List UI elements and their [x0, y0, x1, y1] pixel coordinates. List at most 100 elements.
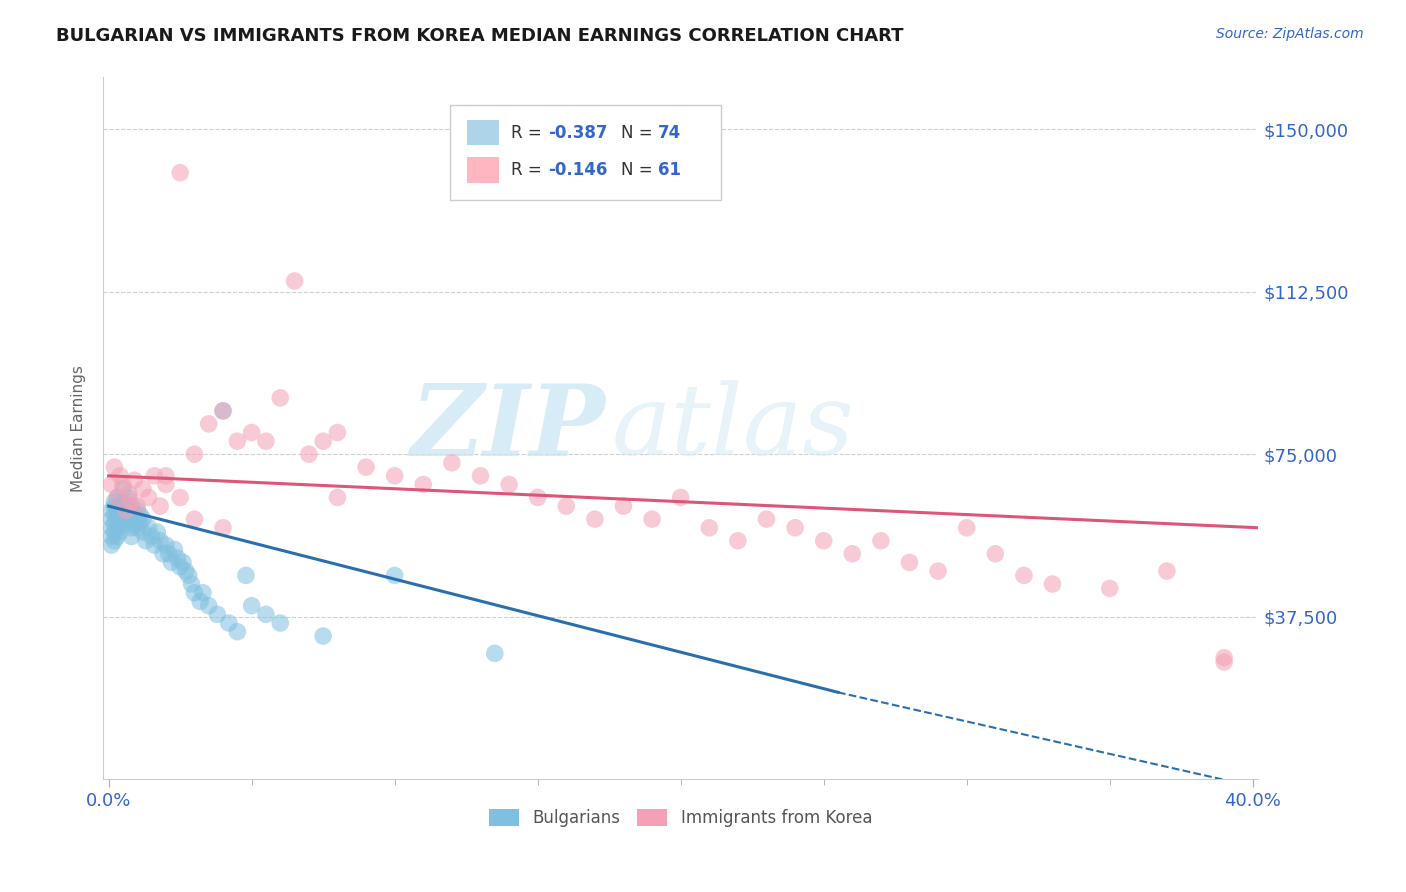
- Point: [870, 533, 893, 548]
- Point: [785, 521, 807, 535]
- Point: [207, 607, 229, 622]
- Point: [105, 503, 128, 517]
- Point: [498, 477, 520, 491]
- Point: [108, 508, 131, 522]
- Point: [118, 491, 141, 505]
- Point: [169, 491, 191, 505]
- Point: [124, 508, 146, 522]
- FancyBboxPatch shape: [467, 120, 499, 145]
- Point: [326, 425, 349, 440]
- Point: [197, 417, 219, 431]
- Point: [103, 495, 125, 509]
- Point: [100, 477, 122, 491]
- Point: [124, 516, 146, 531]
- Point: [183, 512, 205, 526]
- Point: [226, 624, 249, 639]
- Point: [124, 473, 146, 487]
- Point: [384, 468, 406, 483]
- Point: [118, 512, 141, 526]
- Point: [114, 499, 136, 513]
- Point: [169, 166, 191, 180]
- Point: [898, 556, 921, 570]
- Point: [105, 512, 128, 526]
- Point: [1156, 564, 1178, 578]
- Point: [1042, 577, 1064, 591]
- Point: [129, 516, 152, 531]
- Point: [143, 468, 166, 483]
- Point: [956, 521, 979, 535]
- Point: [100, 521, 122, 535]
- Point: [254, 434, 277, 449]
- Text: -0.387: -0.387: [548, 124, 607, 142]
- Text: R =: R =: [510, 124, 547, 142]
- Point: [105, 521, 128, 535]
- Point: [470, 468, 492, 483]
- Text: atlas: atlas: [612, 381, 853, 475]
- Point: [226, 434, 249, 449]
- Point: [169, 559, 191, 574]
- Point: [163, 542, 186, 557]
- Point: [669, 491, 692, 505]
- Point: [813, 533, 835, 548]
- Point: [1012, 568, 1035, 582]
- Point: [155, 468, 177, 483]
- Point: [103, 533, 125, 548]
- Point: [132, 525, 155, 540]
- Point: [183, 585, 205, 599]
- Point: [212, 521, 235, 535]
- Point: [127, 499, 149, 513]
- Point: [132, 512, 155, 526]
- Text: R =: R =: [510, 161, 547, 179]
- Point: [188, 594, 211, 608]
- Point: [127, 512, 149, 526]
- Point: [141, 529, 163, 543]
- Point: [114, 508, 136, 522]
- Text: N =: N =: [620, 161, 658, 179]
- Point: [118, 486, 141, 500]
- Point: [1098, 582, 1121, 596]
- Point: [1213, 655, 1236, 669]
- Point: [111, 503, 134, 517]
- Point: [127, 521, 149, 535]
- Point: [412, 477, 434, 491]
- Point: [384, 568, 406, 582]
- Point: [105, 491, 128, 505]
- Point: [100, 503, 122, 517]
- Point: [160, 556, 183, 570]
- Point: [108, 468, 131, 483]
- Point: [240, 425, 263, 440]
- Point: [132, 482, 155, 496]
- Point: [129, 508, 152, 522]
- Point: [121, 499, 143, 513]
- Point: [312, 629, 335, 643]
- Point: [440, 456, 463, 470]
- Point: [283, 274, 305, 288]
- Point: [641, 512, 664, 526]
- Point: [135, 533, 157, 548]
- Point: [100, 512, 122, 526]
- Text: ZIP: ZIP: [411, 380, 606, 476]
- Point: [612, 499, 634, 513]
- Point: [121, 495, 143, 509]
- Point: [312, 434, 335, 449]
- Point: [212, 404, 235, 418]
- Point: [138, 491, 160, 505]
- Text: 74: 74: [658, 124, 681, 142]
- Point: [555, 499, 578, 513]
- Point: [269, 391, 291, 405]
- Point: [114, 503, 136, 517]
- Point: [1213, 650, 1236, 665]
- Text: BULGARIAN VS IMMIGRANTS FROM KOREA MEDIAN EARNINGS CORRELATION CHART: BULGARIAN VS IMMIGRANTS FROM KOREA MEDIA…: [56, 27, 904, 45]
- Point: [218, 615, 240, 630]
- Point: [254, 607, 277, 622]
- Point: [298, 447, 321, 461]
- Point: [583, 512, 606, 526]
- Point: [149, 533, 172, 548]
- Point: [172, 556, 194, 570]
- Point: [103, 499, 125, 513]
- Point: [103, 460, 125, 475]
- Point: [841, 547, 863, 561]
- Point: [108, 499, 131, 513]
- Point: [105, 529, 128, 543]
- Point: [146, 525, 169, 540]
